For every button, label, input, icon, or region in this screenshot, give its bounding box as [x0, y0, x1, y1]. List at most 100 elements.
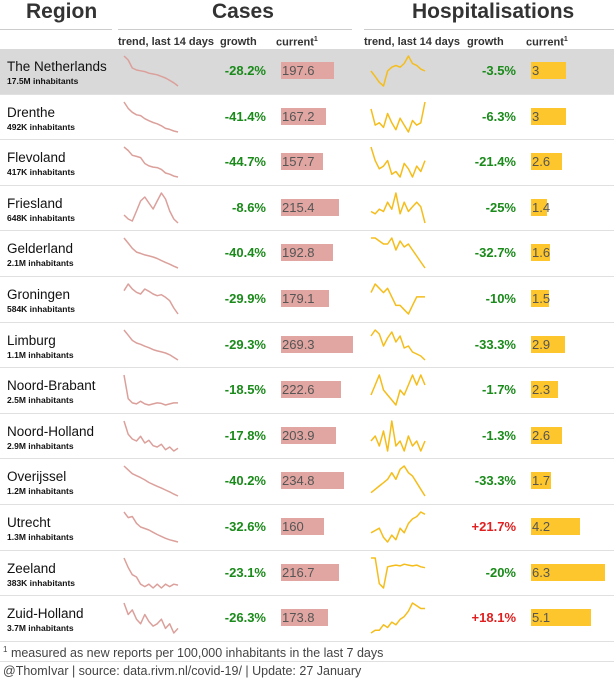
- cases-current-bar: [281, 62, 334, 79]
- region-name: Gelderland: [7, 241, 74, 257]
- hospitalisations-header: Hospitalisations: [412, 0, 575, 23]
- region-population: 2.1M inhabitants: [7, 258, 74, 269]
- cases-trend-sparkline: [123, 602, 179, 634]
- cases-trend-sparkline-line: [123, 237, 179, 270]
- hosp-current-value: 2.3: [532, 382, 551, 398]
- hosp-current-bar: [531, 107, 567, 125]
- region-name: Noord-Holland: [7, 423, 95, 439]
- cases-current-value: 269.3: [282, 336, 315, 352]
- hospitalisations-header-rule: [364, 29, 614, 30]
- hosp-trend-sparkline-line: [370, 192, 426, 223]
- hosp-current-bar: [531, 517, 581, 535]
- hosp-trend-sparkline-line: [370, 146, 426, 178]
- cases-current-bar: [281, 244, 333, 262]
- region-population: 648K inhabitants: [7, 212, 76, 223]
- hosp-current-bar: [531, 426, 562, 444]
- hosp-growth-value: -20%: [485, 564, 516, 580]
- region-population: 492K inhabitants: [7, 121, 76, 132]
- cases-trend-sparkline: [123, 329, 179, 361]
- hosp-trend-sparkline-line: [370, 511, 426, 543]
- table-row: Overijssel 1.2M inhabitants -40.2% 234.8 -33…: [0, 459, 614, 505]
- cases-trend-sparkline: [123, 511, 179, 543]
- footnote: 1 measured as new reports per 100,000 in…: [3, 645, 383, 660]
- cases-trend-sparkline-line: [123, 101, 179, 133]
- cases-current-bar: [281, 153, 324, 171]
- hosp-trend-sparkline-line: [370, 101, 426, 133]
- hosp-trend-sparkline: [370, 374, 426, 406]
- region-name: Zeeland: [7, 560, 56, 576]
- cases-growth-value: -41.4%: [224, 108, 266, 124]
- cases-growth-value: -28.2%: [224, 63, 266, 78]
- hosp-growth-value: -33.3%: [474, 336, 516, 352]
- cases-header-rule: [118, 29, 352, 30]
- cases-current-value: 197.6: [282, 63, 315, 78]
- hosp-growth-value: -33.3%: [474, 473, 516, 489]
- cases-trend-sparkline-line: [123, 465, 179, 498]
- cases-current-value: 203.9: [282, 427, 315, 443]
- hosp-current-value: 2.6: [532, 154, 551, 170]
- hosp-current-footnote-mark: 1: [563, 36, 568, 43]
- cases-current-value: 215.4: [282, 199, 315, 215]
- region-name: Overijssel: [7, 469, 67, 485]
- hosp-current-value: 3: [532, 63, 540, 78]
- hosp-trend-sparkline-line: [370, 420, 426, 452]
- cases-current-bar: [281, 289, 329, 307]
- region-name: Limburg: [7, 332, 56, 348]
- cases-trend-sparkline-line: [123, 329, 179, 361]
- cases-current-value: 167.2: [282, 108, 315, 124]
- cases-growth-value: -17.8%: [224, 427, 266, 443]
- hosp-trend-sparkline-line: [370, 374, 426, 406]
- hosp-current-bar: [531, 609, 591, 627]
- cases-current-bar: [281, 426, 336, 444]
- hosp-current-value: 6.3: [532, 564, 551, 580]
- hosp-current-bar: [531, 153, 562, 171]
- table-row: Noord-Brabant 2.5M inhabitants -18.5% 222.6…: [0, 368, 614, 414]
- cases-current-value: 173.8: [282, 610, 315, 626]
- cases-trend-sparkline: [123, 465, 179, 498]
- cases-growth-value: -29.3%: [224, 336, 266, 352]
- hosp-trend-sparkline: [370, 146, 426, 178]
- hosp-trend-subheader: trend, last 14 days: [364, 36, 460, 48]
- hosp-trend-sparkline-line: [370, 283, 425, 315]
- region-name: Friesland: [7, 195, 63, 211]
- table-row: Limburg 1.1M inhabitants -29.3% 269.3 -33.3%…: [0, 323, 614, 369]
- cases-current-value: 216.7: [282, 564, 315, 580]
- cases-growth-value: -29.9%: [224, 290, 266, 306]
- table-row: Zeeland 383K inhabitants -23.1% 216.7 -20% 6.…: [0, 551, 614, 597]
- region-population: 1.3M inhabitants: [7, 531, 74, 542]
- cases-trend-sparkline-line: [123, 146, 179, 178]
- table-row: Groningen 584K inhabitants -29.9% 179.1 -10%…: [0, 277, 614, 323]
- hosp-current-bar: [531, 289, 549, 307]
- hosp-trend-sparkline-line: [371, 237, 426, 269]
- hosp-current-value: 2.6: [532, 427, 551, 443]
- table-row: Friesland 648K inhabitants -8.6% 215.4 -25% 1…: [0, 186, 614, 232]
- cases-growth-value: -40.4%: [224, 245, 266, 261]
- region-population: 2.9M inhabitants: [7, 440, 74, 451]
- cases-current-value: 160: [282, 518, 304, 534]
- cases-trend-sparkline-line: [123, 602, 179, 634]
- cases-trend-sparkline-line: [123, 55, 179, 87]
- footer-rule: [0, 661, 614, 662]
- hosp-trend-sparkline: [370, 101, 426, 133]
- region-name: Drenthe: [7, 104, 56, 120]
- cases-trend-sparkline-line: [123, 557, 179, 589]
- cases-trend-sparkline: [123, 420, 179, 452]
- cases-current-bar: [281, 198, 339, 216]
- region-name: Groningen: [7, 286, 71, 302]
- cases-growth-value: -26.3%: [224, 610, 266, 626]
- cases-current-value: 222.6: [282, 382, 315, 398]
- hosp-current-value: 2.9: [532, 336, 551, 352]
- hosp-trend-sparkline: [370, 602, 425, 634]
- hosp-trend-sparkline-line: [370, 602, 425, 634]
- hosp-growth-value: -1.7%: [482, 382, 516, 398]
- region-population: 17.5M inhabitants: [7, 76, 79, 86]
- region-population: 1.1M inhabitants: [7, 349, 74, 360]
- cases-growth-value: -18.5%: [224, 382, 266, 398]
- hosp-growth-value: -1.3%: [482, 427, 516, 443]
- cases-trend-sparkline-line: [123, 511, 179, 543]
- regions-table: The Netherlands 17.5M inhabitants -28.2% 19…: [0, 49, 614, 642]
- footnote-text: measured as new reports per 100,000 inha…: [10, 646, 384, 661]
- hosp-growth-value: -10%: [485, 290, 516, 306]
- table-row: The Netherlands 17.5M inhabitants -28.2% 19…: [0, 49, 614, 95]
- hosp-current-bar: [531, 472, 551, 490]
